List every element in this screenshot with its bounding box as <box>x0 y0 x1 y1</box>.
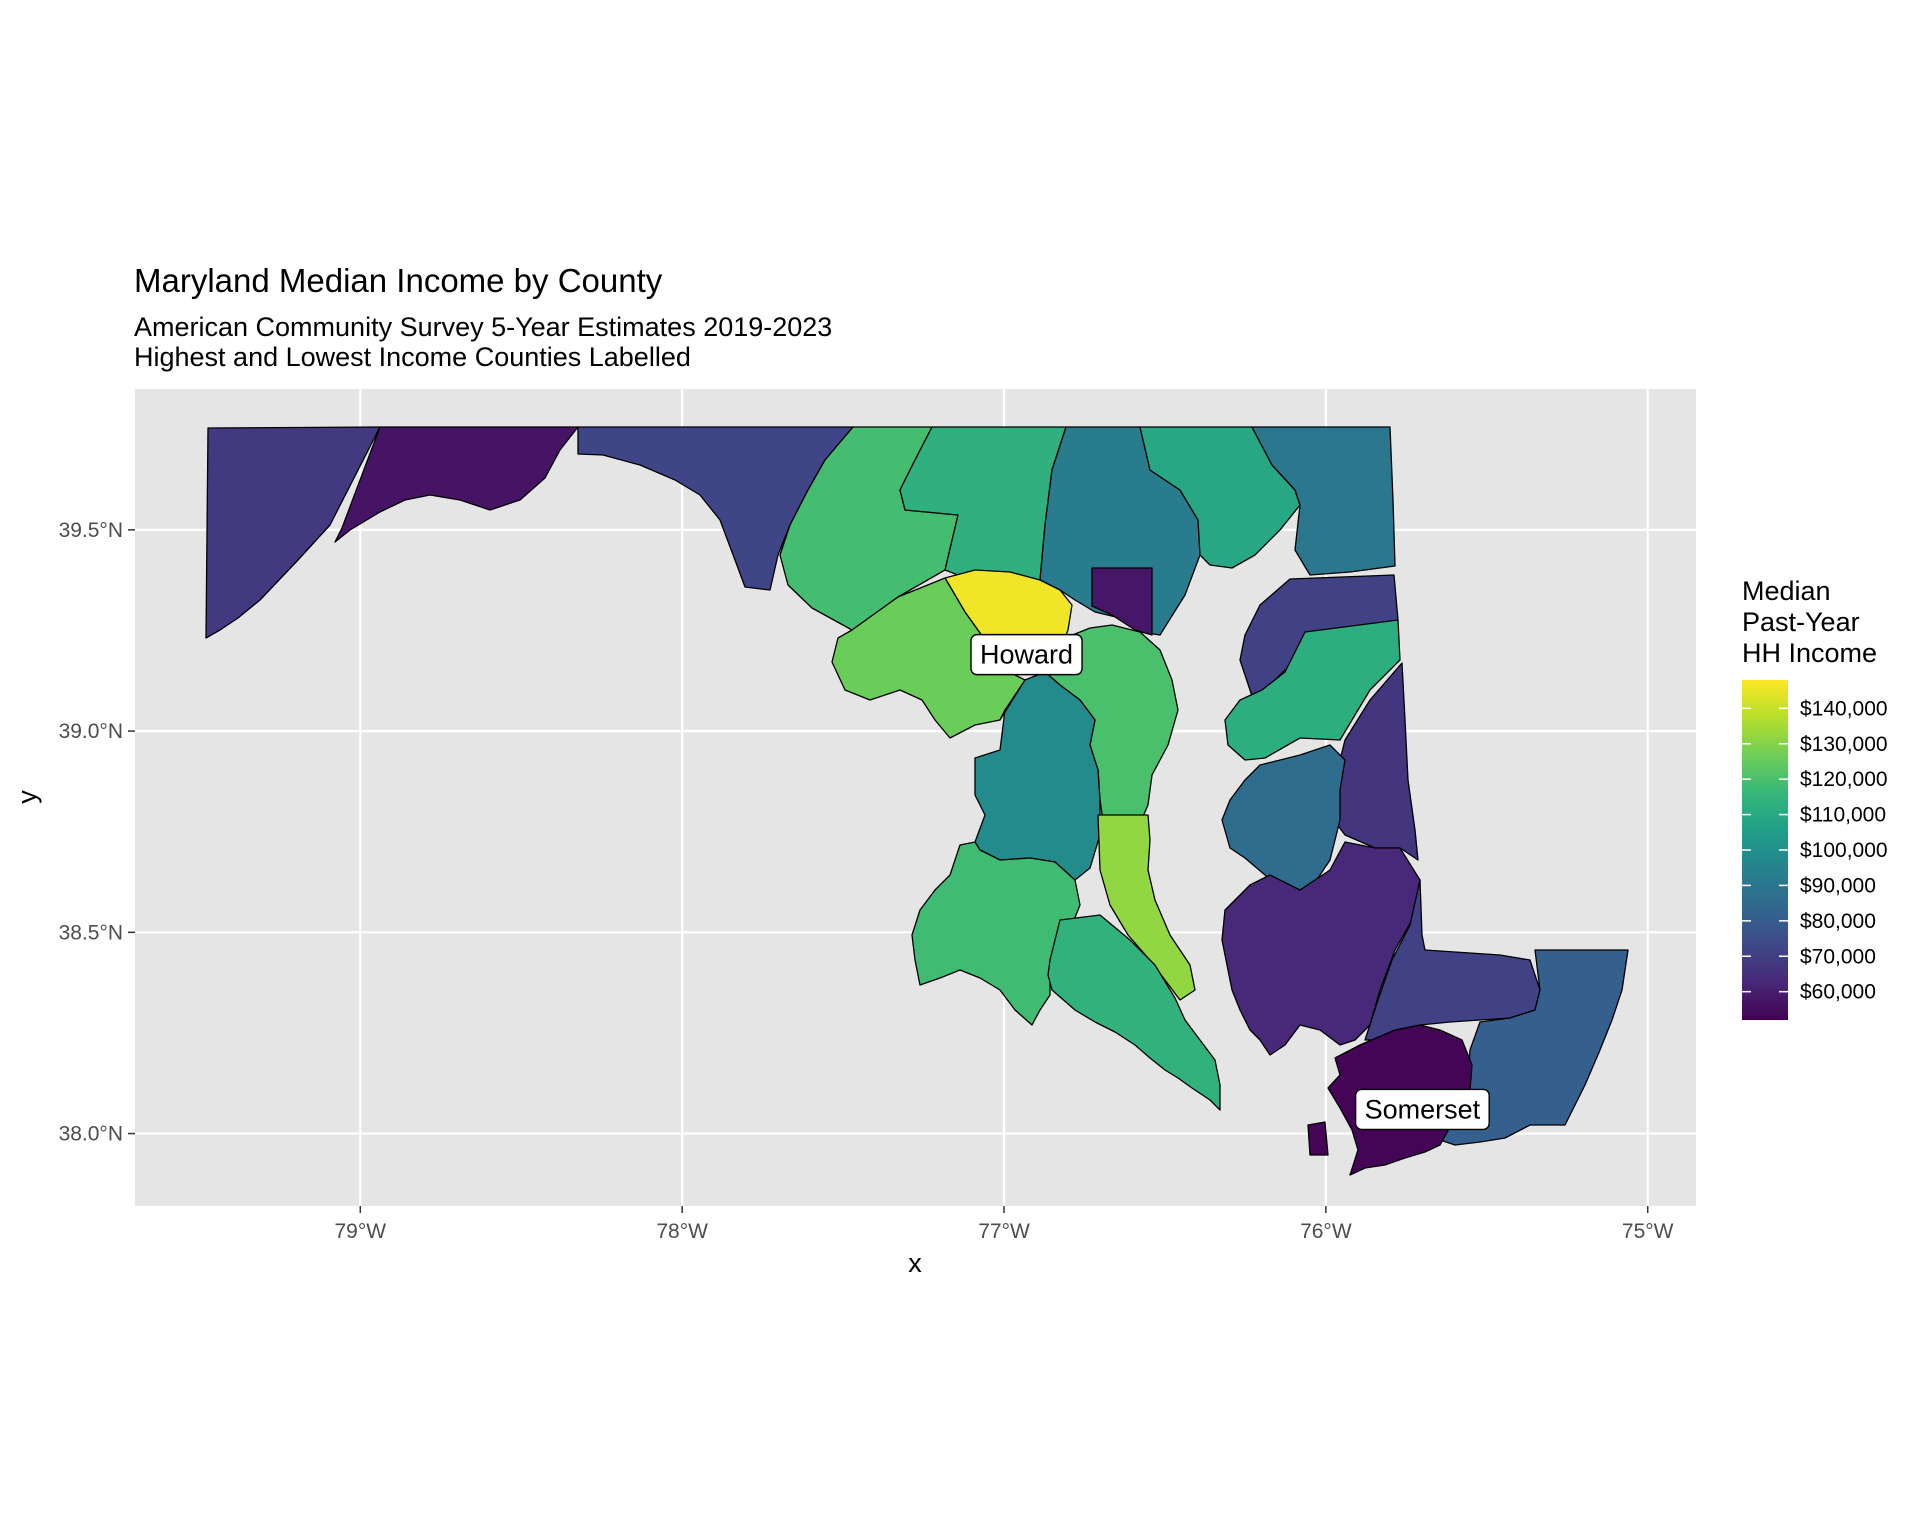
legend-title-line-2: Past-Year <box>1742 607 1860 637</box>
county-st-mary-s <box>1047 914 1221 1111</box>
county-wicomico <box>1364 879 1541 1041</box>
county-allegany <box>334 426 579 543</box>
county-cecil <box>1251 426 1396 576</box>
x-tick-label: 79°W <box>335 1220 387 1243</box>
y-axis-title: y <box>12 790 42 804</box>
x-tick-label: 78°W <box>656 1220 708 1243</box>
legend-tick-label: $60,000 <box>1800 981 1876 1004</box>
x-tick-label: 76°W <box>1300 1220 1352 1243</box>
legend-tick-label: $120,000 <box>1800 768 1888 791</box>
y-tick-label: 38.5°N <box>59 921 123 944</box>
county-label-box <box>970 633 1083 676</box>
x-axis-ticks: 79°W 78°W 77°W 76°W 75°W <box>335 1206 1674 1243</box>
county-label-text: Somerset <box>1365 1094 1481 1124</box>
chart-subtitle-line-2: Highest and Lowest Income Counties Label… <box>134 342 691 372</box>
plot-panel: Howard Somerset <box>135 389 1696 1206</box>
y-tick-label: 39.5°N <box>59 519 123 542</box>
county-calvert <box>1097 814 1196 1001</box>
county-charles <box>911 841 1081 1026</box>
county-label-box <box>1354 1088 1490 1131</box>
county-label-text: Howard <box>980 640 1073 670</box>
county-labels: Howard Somerset <box>970 633 1490 1131</box>
legend-tick-label: $110,000 <box>1800 804 1886 827</box>
county-polygons <box>205 426 1629 1176</box>
county-label-howard: Howard <box>970 633 1083 676</box>
legend-tick-label: $130,000 <box>1800 733 1888 756</box>
x-tick-label: 77°W <box>978 1220 1030 1243</box>
legend-tick-label: $140,000 <box>1800 697 1888 720</box>
chart-title: Maryland Median Income by County <box>134 262 663 299</box>
county-label-somerset: Somerset <box>1354 1088 1490 1131</box>
legend-tick-label: $70,000 <box>1800 945 1876 968</box>
legend-tick-label: $100,000 <box>1800 839 1888 862</box>
legend-title-line-1: Median <box>1742 576 1831 606</box>
legend-title-line-3: HH Income <box>1742 638 1877 668</box>
y-tick-label: 38.0°N <box>59 1123 123 1146</box>
x-tick-label: 75°W <box>1622 1220 1674 1243</box>
county-dorchester <box>1221 841 1421 1056</box>
county-queen-anne-s <box>1224 619 1401 761</box>
county-somerset-island <box>1307 1121 1329 1156</box>
county-caroline <box>1329 662 1419 861</box>
legend: Median Past-Year HH Income $60,000 $70,00… <box>1742 576 1888 1020</box>
legend-ticks: $60,000 $70,000 $80,000 $90,000 $100,000 $110… <box>1742 697 1888 1004</box>
y-axis-ticks: 38.0°N 38.5°N 39.0°N 39.5°N <box>59 519 135 1146</box>
legend-tick-label: $90,000 <box>1800 874 1876 897</box>
x-axis-title: x <box>908 1248 922 1278</box>
county-garrett <box>205 426 381 639</box>
chart-subtitle-line-1: American Community Survey 5-Year Estimat… <box>134 312 832 342</box>
legend-tick-label: $80,000 <box>1800 910 1876 933</box>
y-tick-label: 39.0°N <box>59 720 123 743</box>
county-baltimore-city <box>1091 567 1153 636</box>
